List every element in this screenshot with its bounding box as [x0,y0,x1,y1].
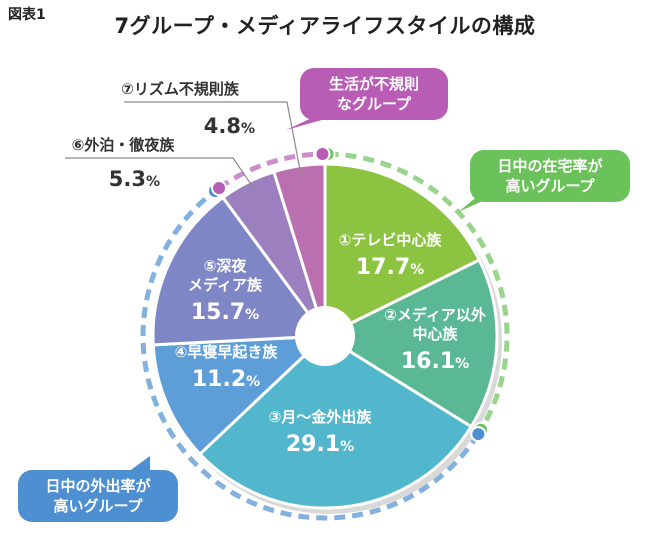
slice-label: ②メディア以外 [384,306,486,324]
group-callout-text: 日中の外出率が [45,477,151,495]
leader-line [124,101,302,176]
group-callout-text: 日中の在宅率が [497,157,603,175]
external-slice-value: 4.8% [204,114,255,138]
slice-label: 中心族 [412,325,458,343]
group-callout [470,150,630,202]
group-callout-text: なグループ [337,95,412,113]
slice-value-label: 11.2% [192,367,260,392]
pie-slice-3 [198,334,473,510]
figure-label: 図表1 [8,7,46,23]
group-callout-text: 高いグループ [53,497,143,515]
group-callout-text: 高いグループ [505,177,595,195]
external-slice-label: ⑥外泊・徹夜族 [72,136,176,154]
slice-label: ③月～金外出族 [269,408,373,426]
pie-slice-2 [323,258,499,429]
slice-label: メディア族 [188,276,263,294]
external-slice-value: 5.3% [109,167,160,191]
pie-slice-5 [151,196,327,347]
group-arc-end-dot [314,146,331,163]
group-callout [300,68,448,120]
group-arc-end-dot [211,180,228,197]
group-arc-3 [217,151,323,191]
group-arc-2 [140,189,481,521]
slice-label: ④早寝早起き族 [175,343,279,361]
chart-title: 7グループ・メディアライフスタイルの構成 [114,14,536,38]
group-arc-end-dot [470,426,487,443]
pie-center-hole [295,306,355,366]
pie-slice-4 [151,334,327,456]
group-arc-1 [327,151,510,431]
external-slice-label: ⑦リズム不規則族 [121,80,240,98]
pie-slice-1 [323,162,481,338]
group-callout-text: 生活が不規則 [329,75,419,93]
slice-label: ⑤深夜 [204,257,248,275]
leader-line [65,157,256,191]
slice-label: ①テレビ中心族 [339,231,443,249]
group-callout [18,470,178,522]
slice-value-label: 15.7% [191,300,259,325]
callout-tail [128,456,150,472]
